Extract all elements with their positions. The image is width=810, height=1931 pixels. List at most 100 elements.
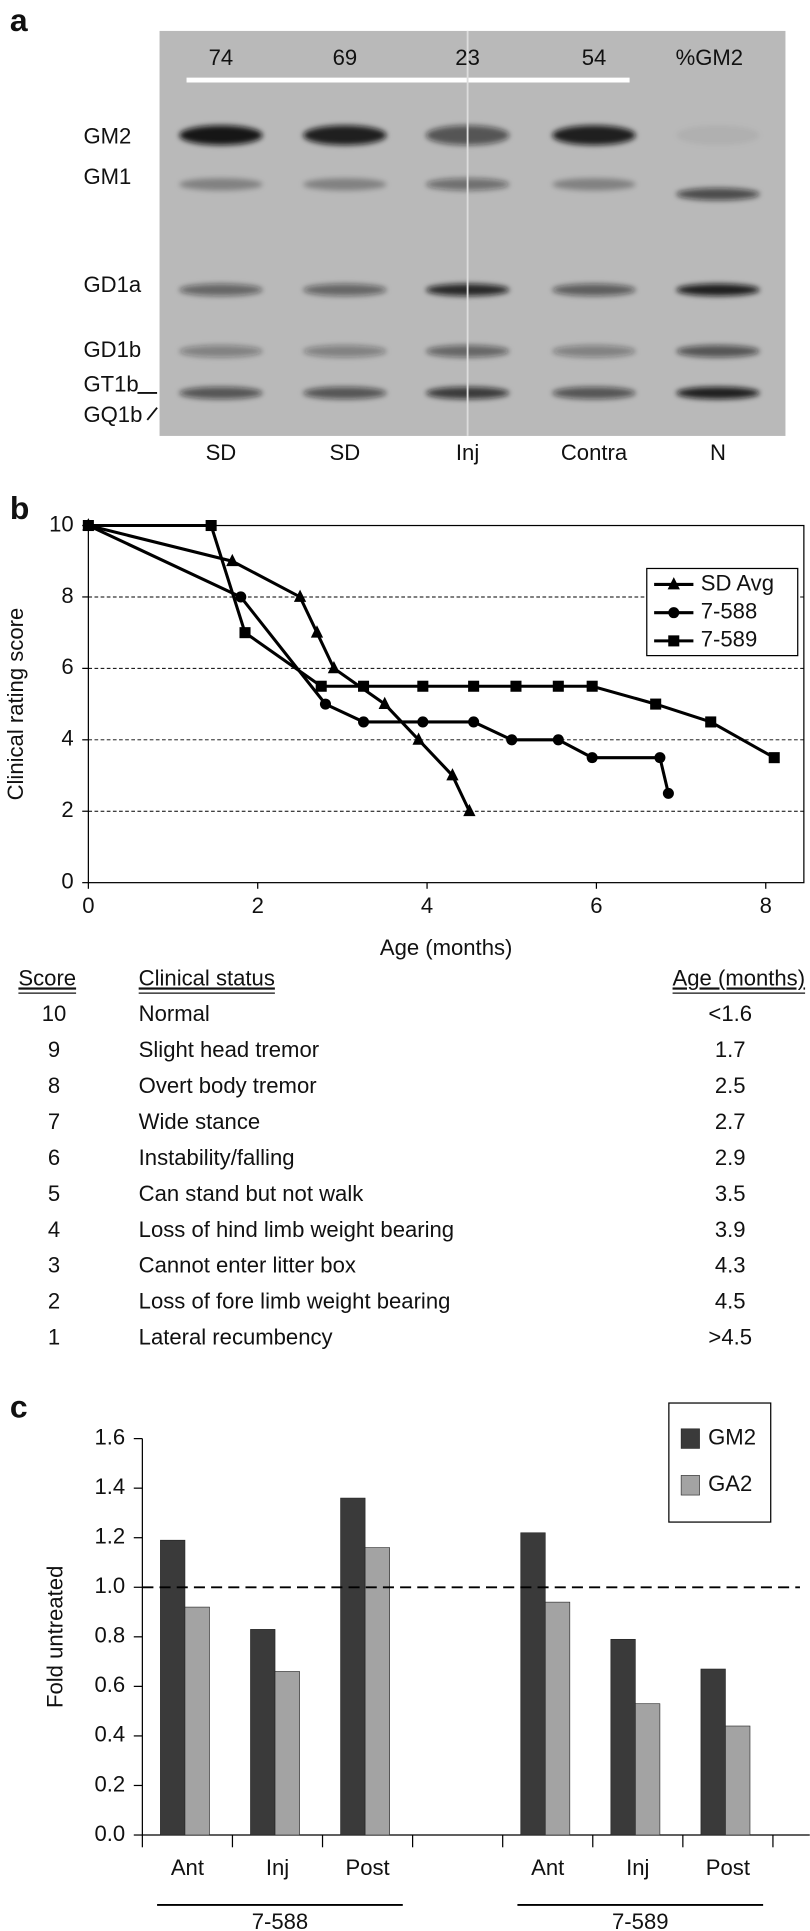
group-label: 7-588 <box>252 1909 308 1931</box>
gel-band <box>552 386 636 400</box>
marker <box>358 716 370 728</box>
legend-label: 7-588 <box>701 598 757 623</box>
table-cell: Normal <box>139 1001 210 1026</box>
table-cell: 1 <box>48 1325 60 1350</box>
x-tick-label: Inj <box>266 1855 289 1880</box>
y-tick-label: 0.4 <box>94 1722 125 1747</box>
gel-band <box>552 283 636 297</box>
gel-band <box>303 345 387 358</box>
y-tick-label: 1.0 <box>94 1573 125 1598</box>
band-label: GQ1b <box>83 402 142 427</box>
marker <box>463 803 476 817</box>
gel-band <box>552 125 636 146</box>
table-cell: Wide stance <box>139 1109 260 1134</box>
lane-label: SD <box>206 440 237 465</box>
bar <box>520 1532 546 1836</box>
marker <box>506 734 518 746</box>
y-axis-title: Clinical rating score <box>3 608 28 801</box>
x-axis-title: Age (months) <box>380 935 513 960</box>
y-tick-label: 0 <box>61 868 73 893</box>
table-cell: Instability/falling <box>139 1145 295 1170</box>
y-axis-title: Fold untreated <box>42 1566 67 1708</box>
x-tick-label: Inj <box>626 1855 649 1880</box>
gel-band <box>676 345 760 358</box>
gel-band <box>676 283 760 297</box>
lane-label: Inj <box>456 440 479 465</box>
gel-band <box>179 345 263 358</box>
y-tick-label: 8 <box>61 583 73 608</box>
marker <box>239 627 251 639</box>
y-tick-label: 0.8 <box>94 1623 125 1648</box>
table-cell: <1.6 <box>708 1001 752 1026</box>
legend-swatch <box>680 1475 700 1496</box>
table-cell: 3.5 <box>715 1181 746 1206</box>
table-cell: 5 <box>48 1181 60 1206</box>
gel-header: %GM2 <box>676 45 743 70</box>
table-header: Clinical status <box>139 965 275 990</box>
marker <box>510 680 522 692</box>
lane-label: Contra <box>561 440 628 465</box>
marker <box>378 696 391 709</box>
legend-marker <box>667 577 680 590</box>
legend-label: 7-589 <box>701 627 757 652</box>
table-cell: 6 <box>48 1145 60 1170</box>
table-cell: Lateral recumbency <box>139 1325 333 1350</box>
table-cell: 2 <box>48 1289 60 1314</box>
bar <box>364 1547 390 1836</box>
bar <box>160 1539 186 1836</box>
marker <box>705 716 717 728</box>
panel-letter: a <box>10 2 28 38</box>
marker <box>417 716 429 728</box>
x-tick-label: 8 <box>760 893 772 918</box>
table-cell: 9 <box>48 1037 60 1062</box>
panel-letter: c <box>10 1389 28 1425</box>
gel-band <box>179 178 263 191</box>
table-cell: 4 <box>48 1217 60 1242</box>
bar <box>544 1601 571 1836</box>
table-cell: 3 <box>48 1253 60 1278</box>
legend-label: GM2 <box>708 1424 756 1449</box>
marker <box>205 520 217 532</box>
table-cell: 2.7 <box>715 1109 746 1134</box>
legend-box <box>668 1402 772 1523</box>
table-cell: Can stand but not walk <box>139 1181 365 1206</box>
bar <box>610 1638 636 1836</box>
y-tick-label: 2 <box>61 797 73 822</box>
y-tick-label: 6 <box>61 654 73 679</box>
marker <box>654 752 666 764</box>
marker <box>446 768 459 781</box>
legend-swatch <box>680 1428 700 1449</box>
bar <box>184 1606 210 1836</box>
gel-band <box>676 125 760 146</box>
plot-frame <box>87 524 805 884</box>
marker <box>650 698 662 710</box>
table-cell: 4.3 <box>715 1253 746 1278</box>
y-tick-label: 10 <box>49 511 74 536</box>
band-label: GD1a <box>83 272 141 297</box>
gel-band <box>303 386 387 400</box>
gel-band <box>303 178 387 191</box>
marker <box>468 716 480 728</box>
percent-label: 23 <box>455 45 480 70</box>
table-cell: Slight head tremor <box>139 1037 319 1062</box>
gel-band <box>552 178 636 191</box>
series-line <box>87 524 670 794</box>
marker <box>315 680 327 692</box>
marker <box>552 680 564 692</box>
legend-marker <box>668 607 680 619</box>
gel-band <box>303 125 387 146</box>
y-tick-label: 0.0 <box>94 1821 125 1846</box>
y-tick-label: 1.6 <box>94 1424 125 1449</box>
marker <box>235 591 247 603</box>
gel-band <box>179 125 263 146</box>
band-pointer <box>146 407 158 421</box>
gel-band <box>676 188 760 201</box>
marker <box>586 752 598 764</box>
gel-band <box>179 283 263 297</box>
x-tick-label: 0 <box>82 893 94 918</box>
table-cell: 2.9 <box>715 1145 746 1170</box>
marker <box>417 680 429 692</box>
table-cell: Loss of fore limb weight bearing <box>139 1289 451 1314</box>
table-cell: Loss of hind limb weight bearing <box>139 1217 454 1242</box>
